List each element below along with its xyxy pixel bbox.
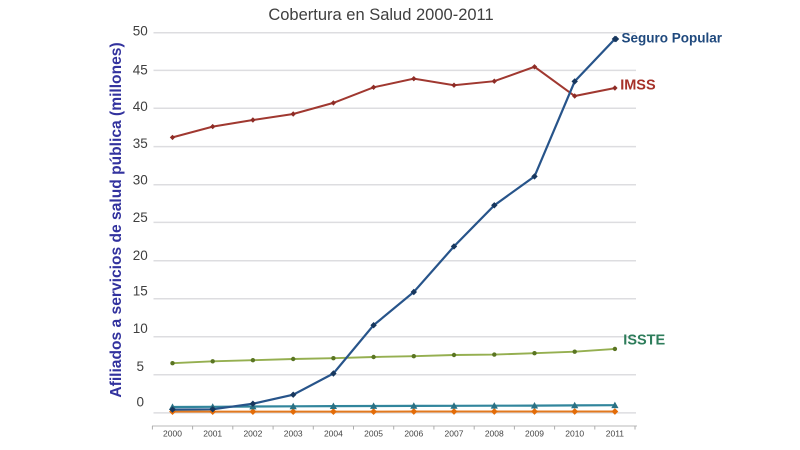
svg-text:25: 25 [133,210,148,225]
svg-text:2008: 2008 [485,428,504,438]
svg-text:Seguro Popular: Seguro Popular [622,30,723,45]
svg-text:2007: 2007 [445,428,464,438]
svg-text:ISSTE: ISSTE [623,333,665,349]
svg-text:IMSS: IMSS [620,78,656,94]
svg-text:15: 15 [133,283,148,298]
svg-text:2001: 2001 [203,428,222,438]
svg-text:2009: 2009 [525,428,544,438]
svg-text:45: 45 [133,63,148,78]
svg-text:0: 0 [137,395,145,410]
svg-text:30: 30 [133,173,148,188]
svg-text:20: 20 [133,248,148,263]
svg-text:2006: 2006 [404,428,423,438]
svg-text:35: 35 [133,136,148,151]
svg-text:40: 40 [133,99,148,114]
svg-text:2004: 2004 [324,428,343,438]
svg-text:5: 5 [137,359,145,374]
svg-text:Cobertura en Salud 2000-2011: Cobertura en Salud 2000-2011 [268,6,493,24]
svg-text:Afiliados a servicios de salud: Afiliados a servicios de salud pública (… [108,42,125,397]
svg-text:50: 50 [133,23,148,38]
svg-text:2011: 2011 [606,428,625,438]
svg-text:2003: 2003 [284,428,303,438]
svg-text:2010: 2010 [565,428,584,438]
svg-text:2000: 2000 [163,428,182,438]
svg-text:2005: 2005 [364,428,383,438]
svg-text:10: 10 [133,321,148,336]
svg-text:2002: 2002 [243,428,262,438]
